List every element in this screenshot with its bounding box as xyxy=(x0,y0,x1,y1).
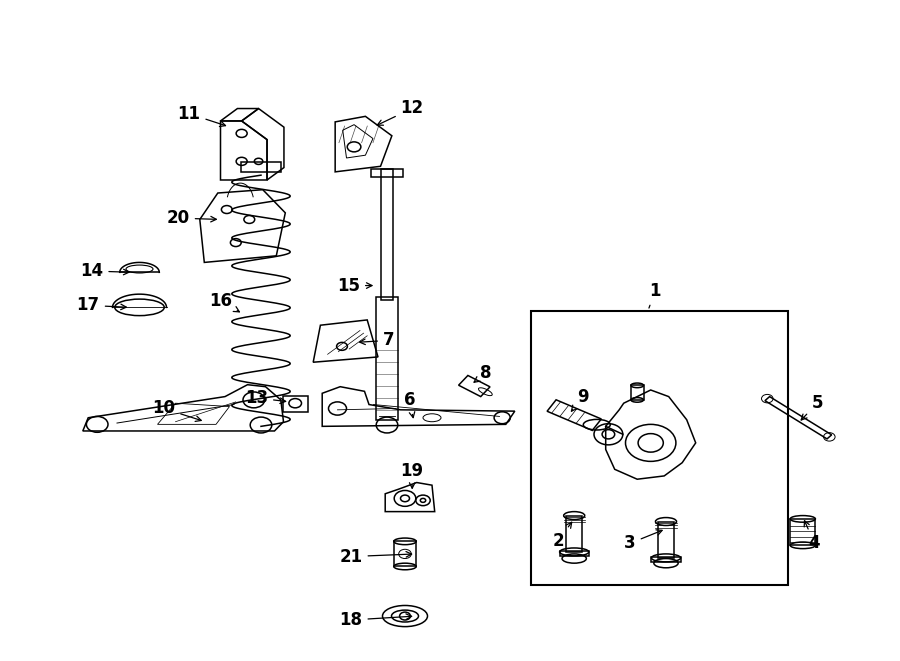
Bar xyxy=(240,162,282,172)
Text: 4: 4 xyxy=(805,521,820,553)
Text: 19: 19 xyxy=(400,461,424,488)
Bar xyxy=(652,557,680,562)
Bar xyxy=(658,522,674,558)
Bar xyxy=(283,396,308,412)
Text: 16: 16 xyxy=(209,292,239,312)
Bar xyxy=(371,169,403,177)
Text: 7: 7 xyxy=(360,331,394,350)
Bar xyxy=(376,297,398,420)
Bar xyxy=(531,311,788,585)
Text: 17: 17 xyxy=(76,296,126,315)
Text: 1: 1 xyxy=(649,282,661,308)
Text: 20: 20 xyxy=(166,209,216,227)
Text: 3: 3 xyxy=(625,530,662,553)
Text: 11: 11 xyxy=(177,104,226,126)
Text: 21: 21 xyxy=(339,547,411,566)
Text: 2: 2 xyxy=(553,522,572,550)
Bar xyxy=(560,551,589,556)
Bar xyxy=(566,516,582,552)
Text: 9: 9 xyxy=(572,387,589,411)
Bar xyxy=(790,519,815,545)
Text: 15: 15 xyxy=(337,276,372,295)
Text: 12: 12 xyxy=(377,99,424,125)
Bar xyxy=(381,169,393,301)
Bar xyxy=(631,385,644,400)
Text: 6: 6 xyxy=(404,391,415,418)
Text: 18: 18 xyxy=(339,611,411,629)
Text: 13: 13 xyxy=(245,389,285,407)
Text: 10: 10 xyxy=(152,399,202,422)
Text: 5: 5 xyxy=(801,394,823,420)
Bar xyxy=(394,541,416,566)
Text: 8: 8 xyxy=(474,364,491,383)
Text: 14: 14 xyxy=(80,262,129,280)
